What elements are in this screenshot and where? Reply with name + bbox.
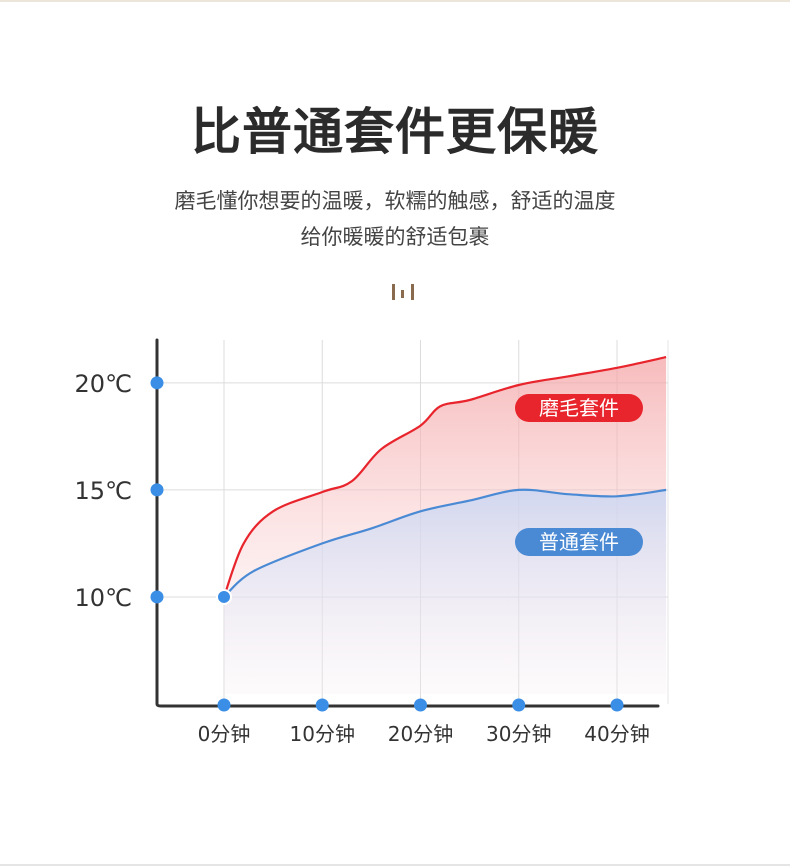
subtitle-line-2: 给你暖暖的舒适包裹 [300, 225, 490, 249]
series-label-bg-1 [515, 528, 643, 556]
page-title: 比普通套件更保暖 [191, 103, 599, 161]
series-start-point [216, 588, 232, 605]
x-axis-marker-4 [610, 698, 624, 712]
x-tick-label-4: 40分钟 [584, 722, 649, 746]
x-tick-label-0: 0分钟 [198, 722, 251, 746]
x-tick-label-2: 20分钟 [388, 722, 453, 746]
y-axis-marker-1 [150, 483, 164, 497]
y-tick-label-1: 15℃ [75, 477, 133, 505]
y-tick-label-0: 10℃ [75, 584, 133, 612]
series-label-pill-1: 普通套件 [515, 528, 643, 556]
series-label-text-0: 磨毛套件 [539, 396, 619, 420]
subtitle-line-1: 磨毛懂你想要的温暖，软糯的触感，舒适的温度 [174, 189, 616, 213]
x-axis-marker-3 [512, 698, 526, 712]
series-label-pill-0: 磨毛套件 [515, 394, 643, 422]
x-tick-label-3: 30分钟 [486, 722, 551, 746]
x-axis-marker-2 [414, 698, 427, 712]
decorative-marks [391, 284, 417, 302]
series-label-bg-0 [515, 394, 643, 422]
series-label-text-1: 普通套件 [539, 530, 619, 554]
x-axis-marker-1 [315, 698, 329, 712]
series-line-0 [222, 356, 667, 598]
chart-series-lines [222, 356, 667, 598]
chart-axes [155, 338, 660, 708]
y-axis-marker-0 [150, 590, 164, 604]
bottom-divider [0, 864, 790, 866]
series-line-1 [223, 488, 667, 598]
y-tick-label-2: 20℃ [75, 370, 133, 398]
y-axis-marker-2 [150, 376, 164, 390]
top-divider [0, 0, 790, 2]
axis-lines [155, 338, 660, 708]
x-tick-label-1: 10分钟 [290, 722, 355, 746]
x-axis-marker-0 [217, 698, 231, 712]
chart-markers [150, 376, 624, 712]
